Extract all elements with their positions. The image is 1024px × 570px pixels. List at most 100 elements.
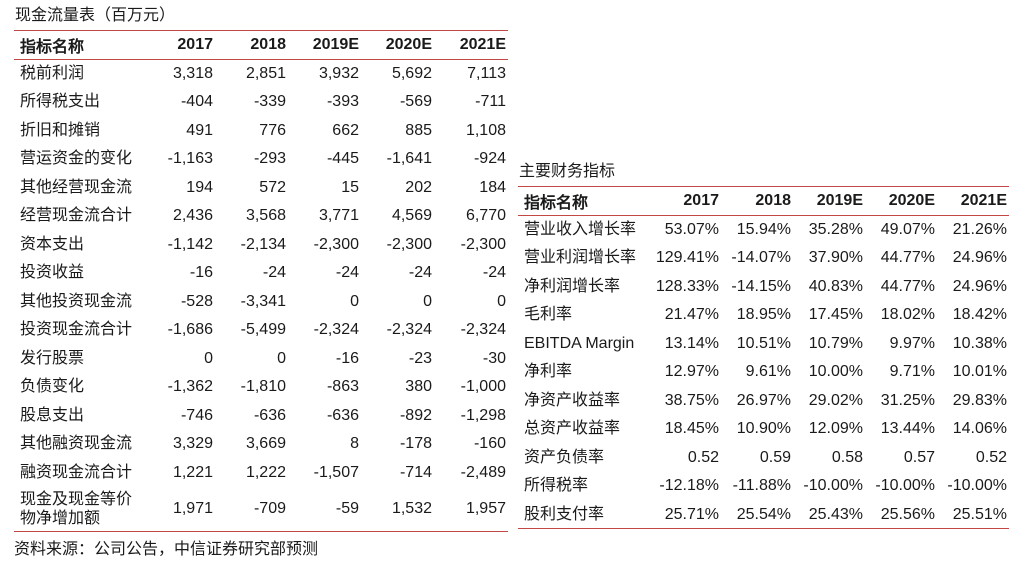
row-label: 投资现金流合计 — [20, 321, 133, 339]
value-cell: 8 — [350, 435, 359, 453]
value-cell: 0 — [423, 292, 432, 310]
table-row: 营业收入增长率 53.07% 15.94% 35.28% 49.07% 21.26% — [518, 215, 1009, 244]
value-cell: 10.79% — [808, 334, 863, 352]
value-cell: 0.58 — [831, 448, 863, 466]
value-cell: 29.83% — [952, 391, 1007, 409]
value-cell: 10.90% — [736, 420, 791, 438]
value-cell: -2,324 — [313, 321, 359, 339]
value-cell: -2,489 — [460, 463, 506, 481]
table-row: 负债变化 -1,362 -1,810 -863 380 -1,000 — [14, 373, 508, 402]
table-row: 净利率 12.97% 9.61% 10.00% 9.71% 10.01% — [518, 358, 1009, 387]
value-cell: 1,532 — [361, 486, 434, 532]
value-cell: 12.09% — [808, 420, 863, 438]
table-row: 其他投资现金流 -528 -3,341 0 0 0 — [14, 287, 508, 316]
row-label: 净资产收益率 — [524, 391, 621, 409]
value-cell: 12.97% — [664, 363, 719, 381]
value-cell: 776 — [259, 121, 286, 139]
table-row: 净资产收益率 38.75% 26.97% 29.02% 31.25% 29.83% — [518, 386, 1009, 415]
row-label: 所得税率 — [524, 477, 589, 495]
value-cell: -1,000 — [460, 378, 506, 396]
value-cell: 37.90% — [808, 249, 863, 267]
column-header-year: 2019E — [288, 31, 361, 60]
value-cell: 0.52 — [975, 448, 1007, 466]
key-metrics-table-body: 营业收入增长率 53.07% 15.94% 35.28% 49.07% 21.26% 营业利… — [518, 215, 1009, 529]
value-cell: 7,113 — [467, 65, 506, 82]
value-cell: 10.01% — [952, 363, 1007, 381]
value-cell: 1,971 — [142, 486, 215, 532]
value-cell: 29.02% — [808, 391, 863, 409]
value-cell: -178 — [399, 435, 432, 453]
value-cell: 15 — [341, 178, 359, 196]
value-cell: 18.45% — [664, 420, 719, 438]
value-cell: 3,318 — [172, 65, 213, 82]
column-header-year: 2017 — [649, 187, 721, 216]
table-row: 发行股票 0 0 -16 -23 -30 — [14, 344, 508, 373]
value-cell: 21.47% — [664, 306, 719, 324]
value-cell: -24 — [335, 264, 359, 282]
cash-flow-table-header: 指标名称 2017 2018 2019E 2020E 2021E — [14, 31, 508, 60]
value-cell: 128.33% — [655, 277, 719, 295]
value-cell: 49.07% — [880, 221, 935, 238]
value-cell: -528 — [180, 292, 213, 310]
value-cell: 9.61% — [745, 363, 791, 381]
value-cell: 10.51% — [736, 334, 791, 352]
value-cell: -1,298 — [460, 406, 506, 424]
column-header-year: 2018 — [721, 187, 793, 216]
value-cell: 3,932 — [318, 65, 359, 82]
row-label: 所得税支出 — [20, 93, 101, 111]
row-label: 经营现金流合计 — [20, 207, 133, 225]
table-row: 资本支出 -1,142 -2,134 -2,300 -2,300 -2,300 — [14, 230, 508, 259]
value-cell: -10.00% — [875, 477, 935, 495]
value-cell: -1,641 — [386, 150, 432, 168]
value-cell: 18.02% — [880, 306, 935, 324]
value-cell: -11.88% — [732, 477, 791, 495]
value-cell: 1,222 — [245, 463, 286, 481]
row-label: 营业收入增长率 — [524, 221, 637, 238]
value-cell: 9.71% — [889, 363, 935, 381]
value-cell: 3,771 — [318, 207, 359, 225]
value-cell: 0.52 — [687, 448, 719, 466]
value-cell: 24.96% — [952, 249, 1007, 267]
value-cell: -1,507 — [313, 463, 359, 481]
cash-flow-section: 现金流量表（百万元） 指标名称 2017 2018 2019E 2020E 2021E 税… — [14, 7, 508, 532]
value-cell: 202 — [405, 178, 432, 196]
table-row: 营运资金的变化 -1,163 -293 -445 -1,641 -924 — [14, 145, 508, 174]
value-cell: 662 — [332, 121, 359, 139]
row-label: 毛利率 — [524, 306, 573, 324]
row-label: 折旧和摊销 — [20, 121, 101, 139]
value-cell: -924 — [473, 150, 506, 168]
table-row: 经营现金流合计 2,436 3,568 3,771 4,569 6,770 — [14, 202, 508, 231]
value-cell: 1,957 — [434, 486, 508, 532]
value-cell: 380 — [405, 378, 432, 396]
value-cell: 38.75% — [664, 391, 719, 409]
value-cell: -24 — [408, 264, 432, 282]
table-row: 所得税支出 -404 -339 -393 -569 -711 — [14, 88, 508, 117]
value-cell: 491 — [186, 121, 213, 139]
table-row: 其他经营现金流 194 572 15 202 184 — [14, 173, 508, 202]
value-cell: 184 — [479, 178, 506, 196]
value-cell: 0 — [277, 349, 286, 367]
value-cell: 0.57 — [903, 448, 935, 466]
value-cell: -12.18% — [659, 477, 719, 495]
row-label: 营业利润增长率 — [524, 249, 637, 267]
header-row: 指标名称 2017 2018 2019E 2020E 2021E — [518, 187, 1009, 216]
value-cell: -714 — [399, 463, 432, 481]
value-cell: 9.97% — [889, 334, 935, 352]
row-label: 其他投资现金流 — [20, 292, 133, 310]
column-header-year: 2017 — [142, 31, 215, 60]
value-cell: -293 — [253, 150, 286, 168]
value-cell: 2,436 — [172, 207, 213, 225]
row-label: 税前利润 — [20, 65, 85, 82]
table-row: 资产负债率 0.52 0.59 0.58 0.57 0.52 — [518, 443, 1009, 472]
value-cell: 3,329 — [172, 435, 213, 453]
cash-flow-table: 指标名称 2017 2018 2019E 2020E 2021E 税前利润 3,318 2,8… — [14, 31, 508, 532]
value-cell: 44.77% — [880, 249, 935, 267]
row-label: 营运资金的变化 — [20, 150, 133, 168]
value-cell: 14.06% — [952, 420, 1007, 438]
value-cell: 25.43% — [793, 500, 865, 529]
column-header-year: 2019E — [793, 187, 865, 216]
value-cell: 129.41% — [655, 249, 719, 267]
table-row: 现金及现金等价物净增加额 1,971 -709 -59 1,532 1,957 — [14, 486, 508, 532]
value-cell: -10.00% — [803, 477, 863, 495]
value-cell: 6,770 — [465, 207, 506, 225]
